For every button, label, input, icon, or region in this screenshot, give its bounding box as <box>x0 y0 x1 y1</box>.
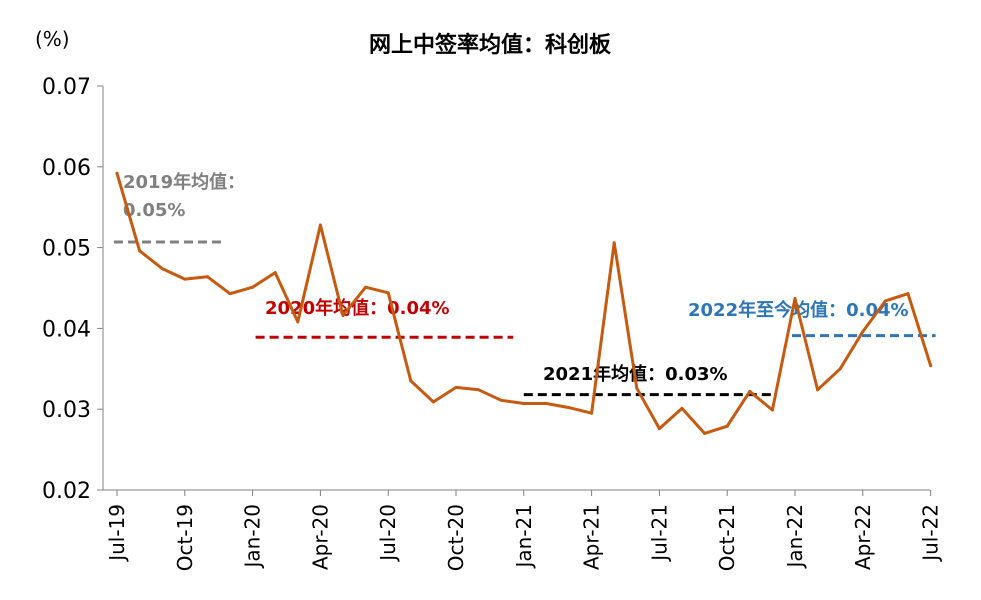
series-group <box>115 171 933 435</box>
data-point <box>929 364 933 368</box>
data-point <box>816 388 820 392</box>
data-point <box>680 406 684 410</box>
data-point <box>160 267 164 271</box>
data-point <box>522 402 526 406</box>
annotation-2019-line2: 0.05% <box>123 200 185 221</box>
x-tick-label: Jan-21 <box>512 504 536 570</box>
data-point <box>251 285 255 289</box>
x-tick-label: Oct-20 <box>444 504 468 571</box>
data-point <box>183 277 187 281</box>
data-point <box>567 406 571 410</box>
x-tick-label: Oct-19 <box>173 504 197 571</box>
y-tick-label: 0.04 <box>42 317 91 342</box>
x-tick-label: Apr-21 <box>580 504 604 570</box>
chart-title: 网上中签率均值：科创板 <box>369 32 612 58</box>
x-tick-label: Jan-22 <box>783 504 807 570</box>
data-point <box>906 292 910 296</box>
data-point <box>861 330 865 334</box>
x-tick-label: Jul-21 <box>647 504 671 563</box>
annotation-2019-line1: 2019年均值： <box>123 171 245 193</box>
x-tick-label: Jul-19 <box>105 504 129 563</box>
y-unit-label: (%) <box>35 27 70 51</box>
data-point <box>748 389 752 393</box>
data-point <box>477 388 481 392</box>
data-point <box>205 275 209 279</box>
y-tick-label: 0.06 <box>42 156 91 181</box>
x-tick-label: Oct-21 <box>715 504 739 571</box>
y-tick-label: 0.02 <box>42 479 91 504</box>
data-point <box>635 386 639 390</box>
y-tick-label: 0.05 <box>42 237 91 262</box>
data-point <box>612 241 616 245</box>
x-tick-label: Apr-22 <box>851 504 875 570</box>
data-point <box>838 367 842 371</box>
data-point <box>386 291 390 295</box>
data-point <box>499 398 503 402</box>
data-point <box>341 313 345 317</box>
data-point <box>793 297 797 301</box>
data-point <box>296 320 300 324</box>
x-tick-label: Jul-22 <box>919 504 943 563</box>
data-point <box>228 292 232 296</box>
data-point <box>115 171 119 175</box>
y-tick-labels: 0.02 0.03 0.04 0.05 0.06 0.07 <box>42 75 91 504</box>
data-point <box>725 424 729 428</box>
data-point <box>703 431 707 435</box>
x-tick-label: Jan-20 <box>241 504 265 570</box>
data-point <box>883 299 887 303</box>
data-point <box>364 285 368 289</box>
x-tick-label: Jul-20 <box>376 504 400 563</box>
x-tick-label: Apr-20 <box>308 504 332 570</box>
annotation-2020: 2020年均值：0.04% <box>265 297 450 319</box>
x-tick-labels: Jul-19 Oct-19 Jan-20 Apr-20 Jul-20 Oct-20 Jan-… <box>105 504 943 571</box>
data-point <box>138 249 142 253</box>
data-point <box>657 427 661 431</box>
data-point <box>454 385 458 389</box>
data-point <box>770 408 774 412</box>
data-point <box>318 223 322 227</box>
average-annotations: 2019年均值：0.05%2020年均值：0.04%2021年均值：0.03%2… <box>114 171 936 397</box>
y-tick-label: 0.03 <box>42 398 91 423</box>
y-tick-label: 0.07 <box>42 75 91 100</box>
data-point <box>409 379 413 383</box>
axes <box>97 85 932 496</box>
data-point <box>590 411 594 415</box>
data-point <box>544 402 548 406</box>
data-point <box>273 271 277 275</box>
data-point <box>431 400 435 404</box>
